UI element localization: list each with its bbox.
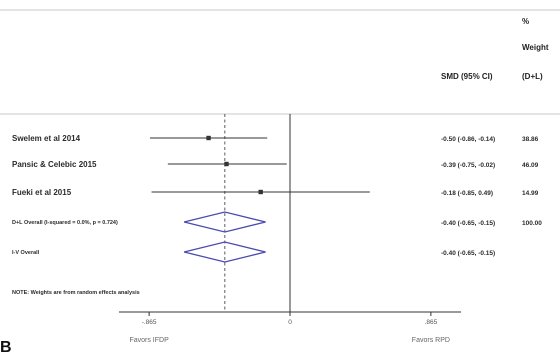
study-weight-1: 46.09 [522,162,539,169]
x-tick-label-2: .865 [425,319,438,326]
weight-header-method: (D+L) [522,72,543,81]
study-point-2 [258,189,263,195]
favors-right-label: Favors RPD [412,337,450,344]
x-tick-label-0: -.865 [142,319,157,326]
study-ci-text-2: -0.18 (-0.85, 0.49) [441,190,493,197]
weight-header-label: Weight [522,43,549,52]
study-ci-text-0: -0.50 (-0.86, -0.14) [441,136,495,143]
favors-left-label: Favors IFDP [129,337,169,344]
study-weight-2: 14.99 [522,190,539,197]
overall-label-0: D+L Overall (I-squared = 0.0%, p = 0.724… [12,220,118,226]
study-label-1: Pansic & Celebic 2015 [12,160,97,169]
overall-diamond-0 [183,211,266,233]
study-label-2: Fueki et al 2015 [12,188,72,197]
panel-label: B [0,339,12,354]
weights-note: NOTE: Weights are from random effects an… [12,290,140,296]
overall-label-1: I-V Overall [12,250,40,256]
study-point-0 [206,135,211,141]
x-tick-label-1: 0 [288,319,292,326]
study-point-1 [224,161,229,167]
weight-header-percent: % [522,17,529,26]
study-label-0: Swelem et al 2014 [12,134,81,143]
smd-header: SMD (95% CI) [441,72,493,81]
overall-diamond-1 [183,241,266,263]
study-ci-text-1: -0.39 (-0.75, -0.02) [441,162,495,169]
overall-weight-0: 100.00 [522,220,542,227]
overall-ci-text-1: -0.40 (-0.65, -0.15) [441,250,495,257]
study-weight-0: 38.86 [522,136,539,143]
overall-ci-text-0: -0.40 (-0.65, -0.15) [441,220,495,227]
